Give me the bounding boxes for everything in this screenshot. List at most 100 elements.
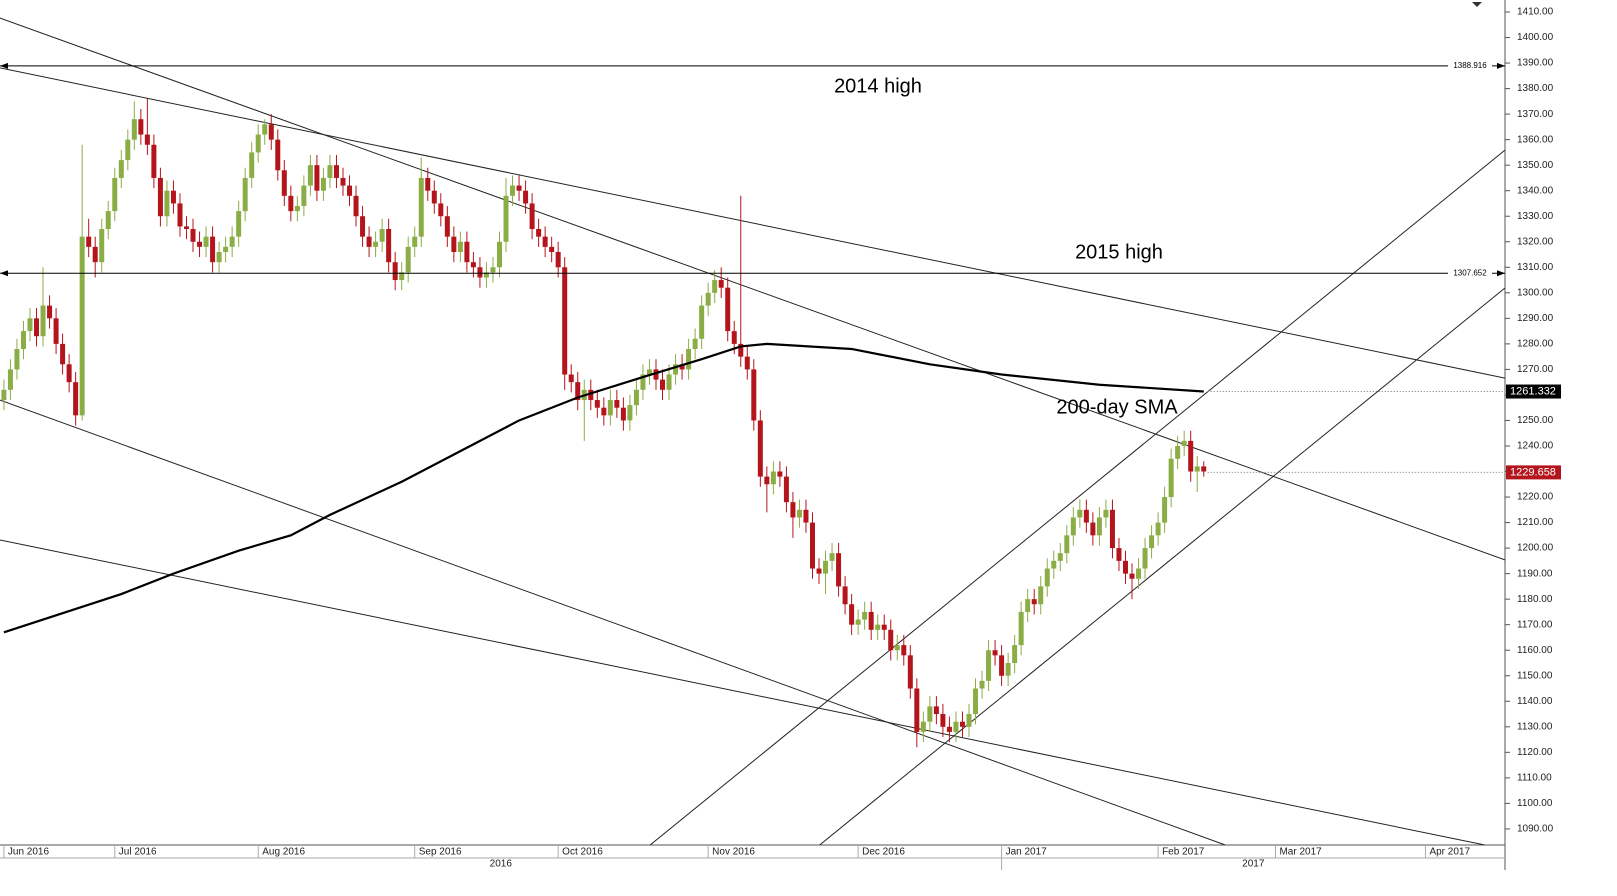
candle-body bbox=[223, 246, 229, 252]
x-tick-label: Dec 2016 bbox=[862, 847, 905, 858]
level-arrow-left bbox=[0, 62, 8, 69]
candle-body bbox=[73, 382, 79, 416]
candle-body bbox=[294, 206, 300, 212]
candle-body bbox=[477, 267, 483, 278]
candle-body bbox=[249, 152, 255, 178]
y-tick-label: 1410.00 bbox=[1517, 7, 1554, 18]
x-tick-label: Oct 2016 bbox=[562, 847, 603, 858]
candle-body bbox=[751, 369, 757, 421]
candle-body bbox=[555, 251, 561, 268]
candle-body bbox=[1038, 586, 1044, 605]
candle-body bbox=[862, 611, 868, 620]
candle-body bbox=[340, 177, 346, 186]
candle-body bbox=[392, 262, 398, 281]
candle-body bbox=[268, 124, 274, 140]
candle-body bbox=[986, 650, 992, 681]
candle-body bbox=[953, 721, 959, 732]
x-tick-label: Sep 2016 bbox=[419, 847, 462, 858]
candle-body bbox=[1044, 568, 1050, 587]
candle-body bbox=[894, 645, 900, 651]
candle-body bbox=[79, 236, 85, 416]
candle-body bbox=[60, 343, 66, 365]
candle-body bbox=[640, 374, 646, 390]
candle-body bbox=[347, 185, 353, 196]
candle-body bbox=[1057, 553, 1063, 561]
y-tick-label: 1290.00 bbox=[1517, 313, 1554, 324]
candle-body bbox=[177, 203, 183, 227]
candle-body bbox=[1201, 466, 1207, 472]
candle-body bbox=[183, 226, 189, 229]
candle-body bbox=[536, 228, 542, 237]
candle-body bbox=[112, 177, 118, 212]
x-tick-label: Apr 2017 bbox=[1429, 847, 1470, 858]
price-label: 1261.332 bbox=[1510, 385, 1556, 397]
candle-body bbox=[229, 236, 235, 247]
candle-body bbox=[718, 280, 724, 288]
candle-body bbox=[633, 389, 639, 406]
candle-body bbox=[594, 400, 600, 408]
candle-body bbox=[170, 190, 176, 204]
candle-body bbox=[1168, 458, 1174, 498]
candle-body bbox=[992, 650, 998, 656]
candle-body bbox=[1005, 662, 1011, 676]
candle-body bbox=[692, 338, 698, 349]
candle-body bbox=[216, 251, 222, 263]
y-tick-label: 1280.00 bbox=[1517, 339, 1554, 350]
candle-body bbox=[1188, 440, 1194, 472]
candle-body bbox=[138, 119, 144, 135]
y-tick-label: 1100.00 bbox=[1517, 798, 1553, 809]
trend-line bbox=[0, 399, 1226, 845]
candle-body bbox=[451, 236, 457, 252]
y-tick-label: 1150.00 bbox=[1517, 670, 1553, 681]
candle-body bbox=[457, 241, 463, 252]
candle-body bbox=[1155, 522, 1161, 536]
level-label-bg bbox=[1448, 268, 1492, 279]
y-tick-label: 1360.00 bbox=[1517, 134, 1554, 145]
candle-body bbox=[699, 305, 705, 339]
level-arrow-left bbox=[0, 270, 8, 277]
candle-body bbox=[666, 374, 672, 390]
y-tick-label: 1270.00 bbox=[1517, 364, 1554, 375]
candle-body bbox=[660, 379, 666, 390]
candle-body bbox=[875, 624, 881, 630]
year-label: 2017 bbox=[1242, 859, 1265, 870]
candle-body bbox=[757, 420, 763, 477]
x-tick-label: Jul 2016 bbox=[119, 847, 157, 858]
candle-body bbox=[1129, 573, 1135, 579]
trend-line bbox=[649, 149, 1505, 845]
candle-body bbox=[431, 190, 437, 204]
candle-body bbox=[412, 236, 418, 247]
candle-body bbox=[542, 236, 548, 247]
candle-body bbox=[575, 382, 581, 401]
annotation: 200-day SMA bbox=[1056, 396, 1178, 418]
candle-body bbox=[190, 228, 196, 242]
candle-body bbox=[646, 369, 652, 375]
candle-body bbox=[14, 348, 20, 370]
candle-body bbox=[744, 356, 750, 370]
candle-body bbox=[1051, 560, 1057, 569]
y-tick-label: 1210.00 bbox=[1517, 517, 1554, 528]
candle-body bbox=[855, 619, 861, 625]
y-tick-label: 1190.00 bbox=[1517, 568, 1553, 579]
candle-body bbox=[47, 305, 53, 319]
candle-body bbox=[966, 714, 972, 727]
candle-body bbox=[679, 364, 685, 370]
y-tick-label: 1250.00 bbox=[1517, 415, 1554, 426]
candle-body bbox=[914, 688, 920, 732]
candle-body bbox=[849, 604, 855, 625]
y-tick-label: 1310.00 bbox=[1517, 262, 1554, 273]
candle-body bbox=[503, 195, 509, 242]
candle-body bbox=[973, 688, 979, 715]
menu-arrow[interactable] bbox=[1472, 2, 1482, 7]
candle-body bbox=[523, 190, 529, 204]
candle-body bbox=[1136, 568, 1142, 579]
trend-line bbox=[0, 17, 1505, 561]
x-tick-label: Jun 2016 bbox=[8, 847, 50, 858]
candle-body bbox=[66, 364, 72, 383]
candle-body bbox=[1096, 517, 1102, 536]
y-tick-label: 1400.00 bbox=[1517, 32, 1554, 43]
candle-body bbox=[920, 721, 926, 732]
